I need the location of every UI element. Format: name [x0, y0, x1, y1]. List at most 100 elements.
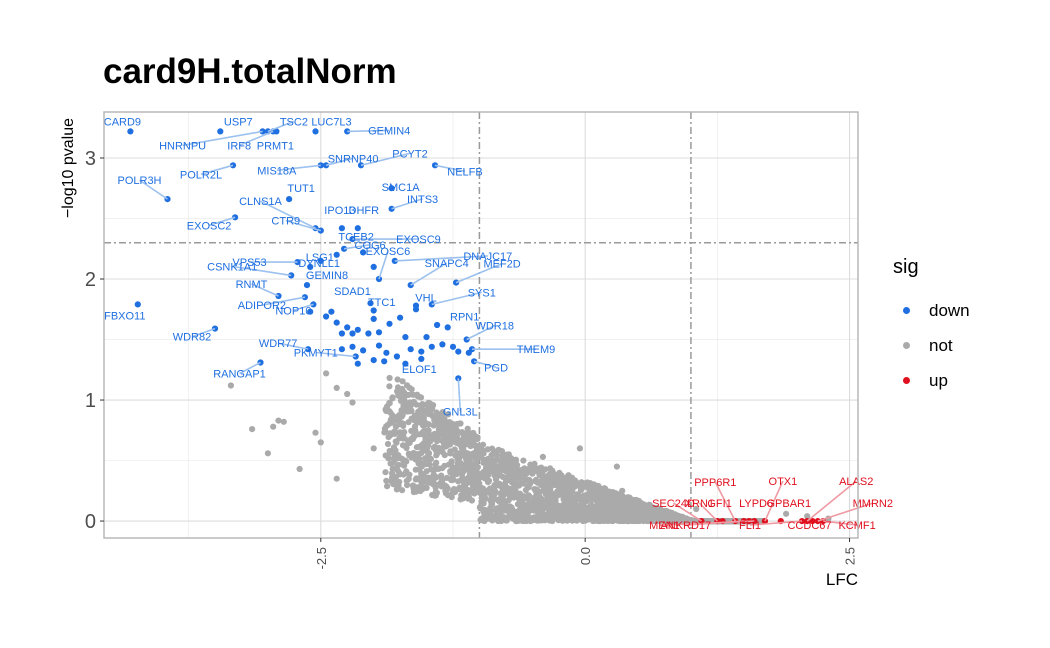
legend-label-down: down	[929, 300, 970, 320]
point-not	[547, 465, 554, 472]
point-not	[381, 425, 388, 432]
point-not	[425, 399, 432, 406]
label-connector	[764, 480, 784, 522]
point-down	[286, 196, 293, 203]
point-down	[439, 341, 446, 348]
point-down	[407, 346, 414, 353]
x-tick-label: 2.5	[843, 547, 858, 565]
point-not	[270, 423, 277, 430]
point-not	[487, 504, 494, 512]
label-connector	[673, 502, 702, 522]
point-not	[438, 483, 445, 490]
label-connector	[823, 520, 858, 526]
point-not	[621, 517, 629, 524]
point-down	[354, 326, 361, 333]
point-not	[408, 386, 415, 393]
point-label: TCEB2	[338, 231, 373, 243]
point-not	[397, 471, 404, 478]
point-not	[399, 378, 406, 385]
point-not	[590, 495, 598, 502]
point-not	[389, 395, 396, 402]
point-label: CSNK1A1	[207, 261, 257, 273]
point-not	[323, 370, 330, 377]
point-not	[402, 401, 409, 408]
point-not	[571, 513, 578, 520]
point-not	[637, 500, 644, 507]
legend-label-up: up	[929, 370, 948, 390]
point-not	[595, 483, 602, 490]
point-label: GFI1	[707, 498, 731, 510]
label-connector	[191, 327, 216, 338]
point-not	[470, 437, 477, 444]
point-not	[490, 450, 497, 457]
label-connector	[455, 262, 503, 284]
point-down	[383, 349, 390, 356]
point-not	[451, 446, 458, 453]
point-label: PKMYT1	[294, 348, 338, 360]
point-not	[387, 416, 394, 423]
x-tick-label: -2.5	[314, 547, 329, 569]
point-label: LYPD6	[739, 498, 773, 510]
point-not	[556, 469, 563, 476]
point-not	[611, 504, 618, 511]
point-not	[537, 498, 544, 505]
point-not	[502, 478, 509, 485]
point-not	[317, 439, 324, 446]
point-not	[625, 497, 632, 504]
point-not	[618, 493, 625, 500]
point-not	[463, 441, 470, 448]
point-not	[448, 458, 455, 465]
point-label: IPO13	[324, 205, 355, 217]
point-not	[520, 517, 527, 524]
point-not	[480, 469, 487, 476]
point-not	[450, 487, 457, 494]
point-not	[783, 510, 790, 517]
point-not	[466, 470, 473, 477]
point-not	[598, 497, 605, 505]
label-connector	[277, 342, 309, 350]
point-not	[515, 482, 523, 489]
label-connector	[315, 351, 356, 358]
point-not	[645, 511, 652, 519]
point-not	[462, 485, 469, 492]
point-not	[500, 485, 507, 492]
point-not	[443, 440, 451, 447]
point-not	[509, 485, 516, 492]
point-not	[596, 488, 603, 495]
point-label: CARD9	[104, 116, 141, 128]
point-down	[365, 330, 372, 337]
point-not	[618, 498, 625, 505]
point-not	[459, 435, 467, 442]
label-connector	[276, 164, 321, 172]
point-not	[455, 450, 462, 457]
label-connector	[238, 130, 274, 147]
point-not	[392, 447, 399, 454]
point-not	[427, 433, 434, 440]
label-connector	[434, 164, 466, 173]
legend-label-not: not	[929, 335, 953, 355]
label-connector	[239, 361, 261, 375]
point-label: SMC1A	[382, 182, 421, 194]
point-not	[280, 418, 287, 425]
point-not	[545, 471, 553, 478]
point-label: USP7	[224, 116, 253, 128]
point-not	[490, 513, 498, 520]
point-not	[507, 471, 514, 478]
point-not	[425, 406, 432, 413]
point-down	[418, 348, 425, 355]
point-not	[275, 417, 282, 424]
point-not	[539, 477, 546, 484]
point-not	[410, 416, 418, 424]
point-not	[566, 475, 574, 482]
point-down	[381, 358, 388, 365]
point-not	[456, 441, 463, 448]
point-not	[419, 473, 426, 480]
point-not	[493, 456, 501, 463]
point-label: PRMT1	[257, 140, 294, 152]
point-label: FLI1	[739, 520, 761, 532]
point-not	[296, 465, 303, 473]
point-not	[804, 513, 811, 520]
point-not	[390, 459, 397, 466]
y-axis-title: −log10 pvalue	[60, 118, 77, 218]
point-not	[249, 426, 256, 433]
